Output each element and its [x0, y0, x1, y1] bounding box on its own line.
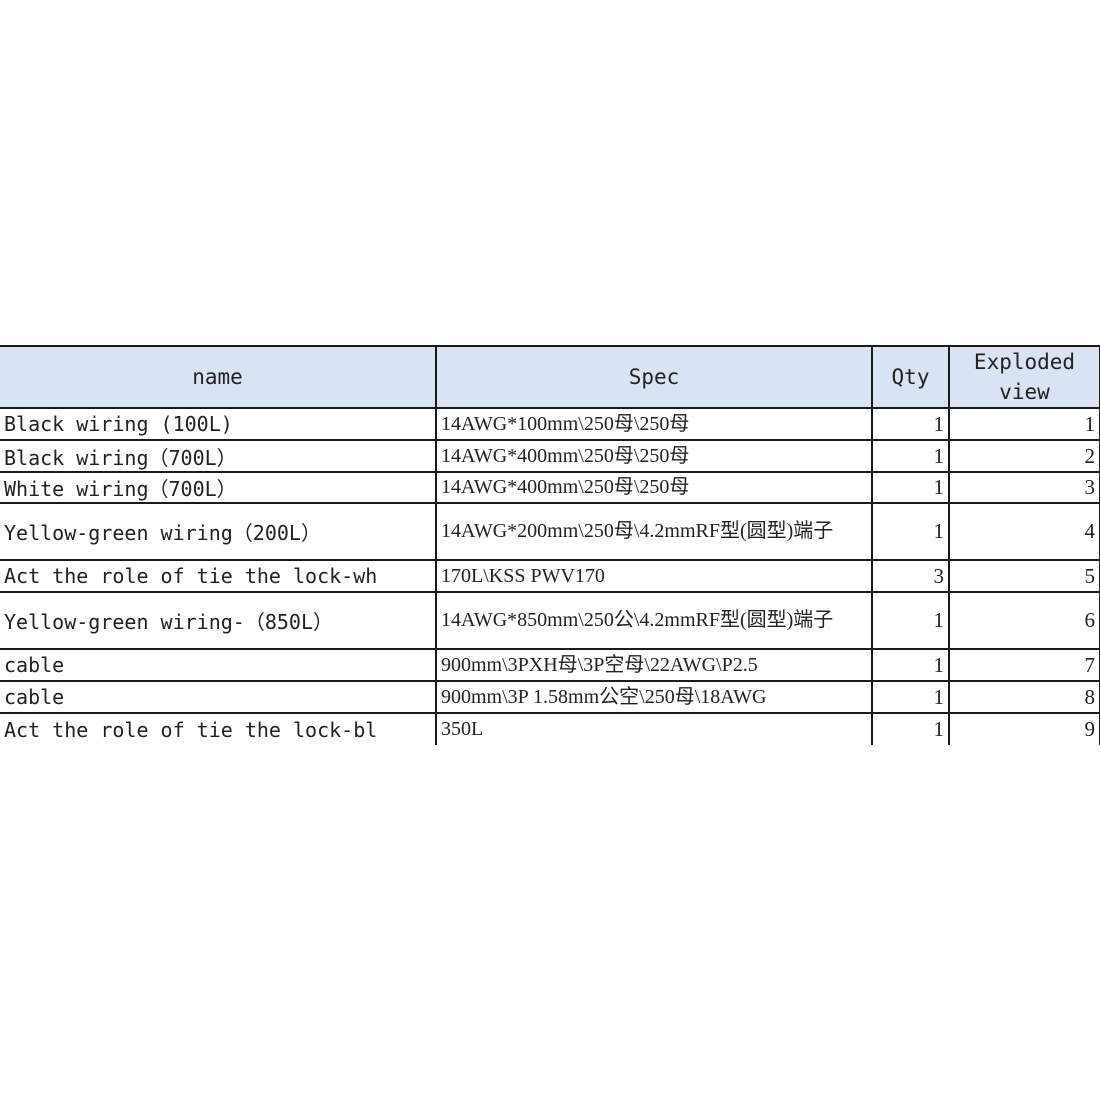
cell-name[interactable]: Yellow-green wiring-（850L） [0, 591, 437, 650]
cell-spec[interactable]: 14AWG*200mm\250母\4.2mmRF型(圆型)端子 [435, 502, 873, 561]
table-row: White wiring（700L） 14AWG*400mm\250母\250母 1… [0, 471, 1100, 504]
cell-view[interactable]: 9 [948, 712, 1100, 745]
cell-spec[interactable]: 14AWG*100mm\250母\250母 [435, 407, 873, 441]
parts-table-sheet: name Spec Qty Exploded view Black wiring… [0, 345, 1100, 745]
cell-spec[interactable]: 14AWG*400mm\250母\250母 [435, 439, 873, 473]
cell-qty[interactable]: 1 [871, 439, 950, 473]
cell-spec[interactable]: 900mm\3P 1.58mm公空\250母\18AWG [435, 680, 873, 714]
cell-view[interactable]: 8 [948, 680, 1100, 714]
cell-spec[interactable]: 170L\KSS PWV170 [435, 559, 873, 593]
cell-qty[interactable]: 1 [871, 407, 950, 441]
cell-qty[interactable]: 1 [871, 712, 950, 745]
cell-name[interactable]: Black wiring（700L） [0, 439, 437, 473]
table-row: cable 900mm\3PXH母\3P空母\22AWG\P2.5 1 7 [0, 648, 1100, 682]
cell-spec[interactable]: 14AWG*850mm\250公\4.2mmRF型(圆型)端子 [435, 591, 873, 650]
header-spec[interactable]: Spec [435, 345, 873, 409]
cell-view[interactable]: 4 [948, 502, 1100, 561]
cell-view[interactable]: 2 [948, 439, 1100, 473]
table-row: Yellow-green wiring-（850L） 14AWG*850mm\25… [0, 591, 1100, 650]
cell-name[interactable]: Black wiring (100L) [0, 407, 437, 441]
table-row: Act the role of tie the lock-bl 350L 1 9 [0, 712, 1100, 745]
header-row: name Spec Qty Exploded view [0, 345, 1100, 409]
table-row: Yellow-green wiring（200L） 14AWG*200mm\250… [0, 502, 1100, 561]
table-row: Black wiring (100L) 14AWG*100mm\250母\250母… [0, 407, 1100, 441]
cell-spec[interactable]: 14AWG*400mm\250母\250母 [435, 471, 873, 504]
cell-name[interactable]: cable [0, 648, 437, 682]
cell-view[interactable]: 7 [948, 648, 1100, 682]
cell-name[interactable]: cable [0, 680, 437, 714]
cell-qty[interactable]: 1 [871, 648, 950, 682]
cell-qty[interactable]: 1 [871, 680, 950, 714]
cell-view[interactable]: 5 [948, 559, 1100, 593]
header-exploded-view[interactable]: Exploded view [948, 345, 1100, 409]
header-name[interactable]: name [0, 345, 437, 409]
header-qty[interactable]: Qty [871, 345, 950, 409]
cell-spec[interactable]: 900mm\3PXH母\3P空母\22AWG\P2.5 [435, 648, 873, 682]
cell-spec[interactable]: 350L [435, 712, 873, 745]
cell-qty[interactable]: 3 [871, 559, 950, 593]
table-row: Act the role of tie the lock-wh 170L\KSS … [0, 559, 1100, 593]
table-row: Black wiring（700L） 14AWG*400mm\250母\250母 1… [0, 439, 1100, 473]
cell-name[interactable]: Act the role of tie the lock-wh [0, 559, 437, 593]
cell-qty[interactable]: 1 [871, 591, 950, 650]
table-row: cable 900mm\3P 1.58mm公空\250母\18AWG 1 8 [0, 680, 1100, 714]
cell-name[interactable]: White wiring（700L） [0, 471, 437, 504]
cell-view[interactable]: 3 [948, 471, 1100, 504]
cell-name[interactable]: Act the role of tie the lock-bl [0, 712, 437, 745]
cell-view[interactable]: 6 [948, 591, 1100, 650]
cell-view[interactable]: 1 [948, 407, 1100, 441]
parts-table: name Spec Qty Exploded view Black wiring… [0, 345, 1100, 745]
cell-name[interactable]: Yellow-green wiring（200L） [0, 502, 437, 561]
cell-qty[interactable]: 1 [871, 502, 950, 561]
cell-qty[interactable]: 1 [871, 471, 950, 504]
